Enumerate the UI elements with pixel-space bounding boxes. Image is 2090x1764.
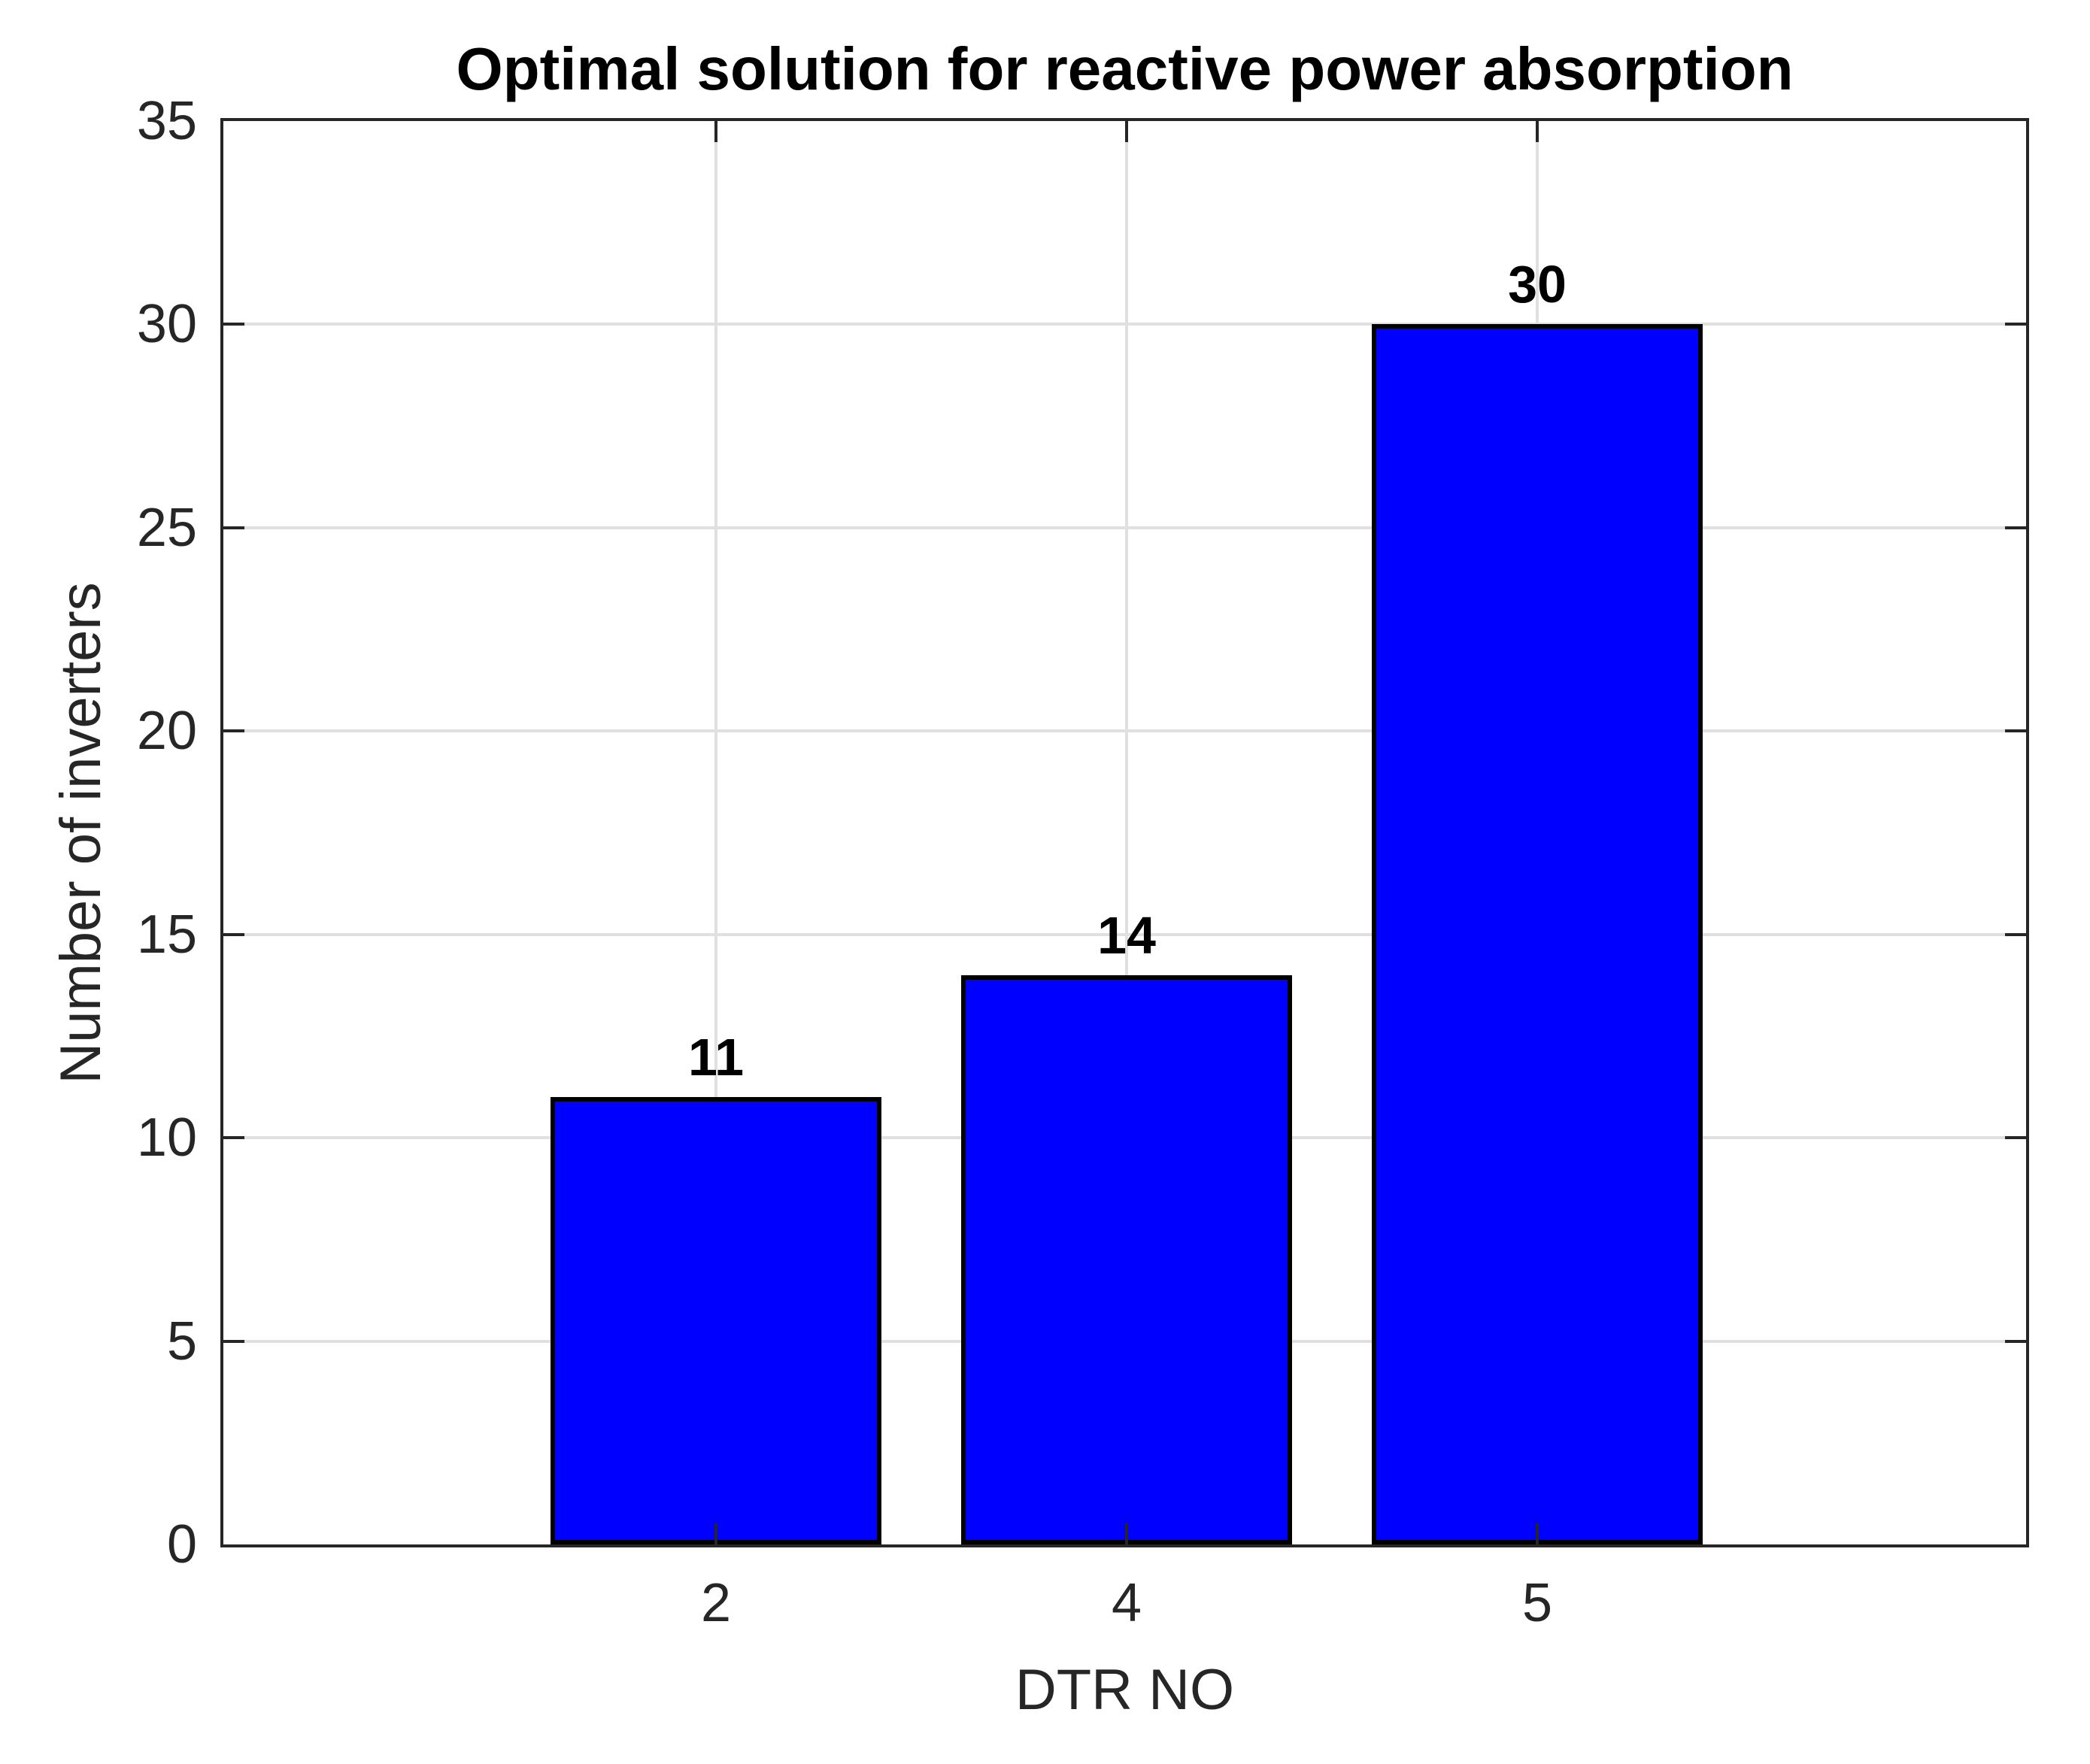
y-tick-label: 10: [136, 1108, 197, 1168]
y-tick-mark-right: [2005, 932, 2026, 936]
x-tick-label: 2: [700, 1573, 732, 1633]
bar-value-label: 11: [688, 1028, 744, 1087]
y-tick-label: 35: [136, 91, 197, 151]
y-tick-mark-left: [223, 323, 244, 326]
x-axis-label: DTR NO: [1015, 1658, 1235, 1722]
x-tick-mark-bottom: [1125, 1523, 1128, 1544]
bar-value-label: 30: [1508, 255, 1567, 314]
y-gridline: [223, 932, 2026, 936]
y-tick-mark-right: [2005, 323, 2026, 326]
y-tick-mark-left: [223, 1136, 244, 1140]
chart-title: Optimal solution for reactive power abso…: [456, 35, 1794, 102]
x-tick-mark-bottom: [1536, 1523, 1539, 1544]
y-tick-mark-left: [223, 526, 244, 529]
y-tick-label: 0: [166, 1514, 197, 1575]
y-tick-label: 5: [166, 1311, 197, 1371]
x-tick-mark-top: [714, 121, 717, 142]
bar: [1372, 324, 1703, 1544]
y-tick-label: 20: [136, 701, 197, 762]
x-tick-mark-bottom: [714, 1523, 717, 1544]
y-tick-mark-left: [223, 729, 244, 733]
plot-area: [220, 118, 2029, 1547]
y-tick-mark-right: [2005, 1339, 2026, 1343]
y-tick-label: 15: [136, 904, 197, 965]
y-gridline: [223, 729, 2026, 733]
x-tick-mark-top: [1536, 121, 1539, 142]
y-axis-label: Number of inverters: [49, 582, 113, 1084]
bar-value-label: 14: [1097, 905, 1156, 965]
x-gridline: [714, 121, 717, 1544]
y-tick-label: 25: [136, 497, 197, 558]
x-tick-mark-top: [1125, 121, 1128, 142]
y-tick-mark-right: [2005, 526, 2026, 529]
y-tick-label: 30: [136, 294, 197, 355]
x-gridline: [1125, 121, 1128, 1544]
y-tick-mark-left: [223, 932, 244, 936]
x-tick-label: 5: [1521, 1573, 1553, 1633]
y-gridline: [223, 526, 2026, 529]
bar: [961, 974, 1292, 1544]
bar: [551, 1097, 881, 1544]
y-gridline: [223, 323, 2026, 326]
y-tick-mark-left: [223, 1339, 244, 1343]
x-tick-label: 4: [1111, 1573, 1142, 1633]
y-tick-mark-right: [2005, 729, 2026, 733]
y-tick-mark-right: [2005, 1136, 2026, 1140]
